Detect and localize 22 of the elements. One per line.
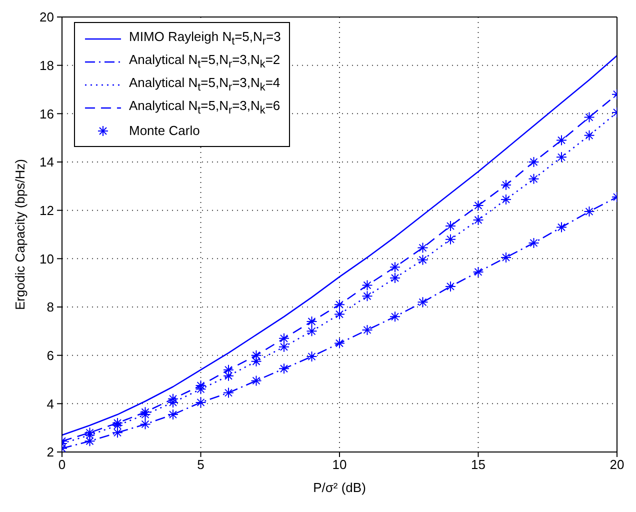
- legend-label: Monte Carlo: [129, 123, 200, 138]
- x-tick-label: 0: [58, 457, 66, 472]
- x-axis-title: P/σ² (dB): [313, 480, 366, 495]
- y-tick-label: 6: [46, 348, 54, 363]
- y-tick-label: 10: [40, 251, 54, 266]
- x-tick-label: 20: [610, 457, 624, 472]
- legend-label: Analytical N$_{t}$=5,N$_{r}$=3,N$_{k}$=2: [129, 52, 280, 71]
- legend-label: Analytical N$_{t}$=5,N$_{r}$=3,N$_{k}$=6: [129, 98, 280, 117]
- y-axis-title: Ergodic Capacity (bps/Hz): [12, 159, 28, 310]
- legend-label: MIMO Rayleigh N$_{t}$=5,N$_{r}$=3: [129, 29, 281, 48]
- y-tick-label: 4: [46, 396, 54, 412]
- y-tick-label: 2: [46, 444, 54, 460]
- y-tick-label: 18: [40, 58, 54, 73]
- x-tick-label: 5: [197, 457, 204, 472]
- y-tick-label: 16: [40, 106, 54, 122]
- x-tick-label: 10: [332, 457, 347, 472]
- y-tick-label: 14: [40, 154, 54, 170]
- y-tick-label: 12: [40, 202, 54, 218]
- legend-label: Analytical N$_{t}$=5,N$_{r}$=3,N$_{k}$=4: [129, 75, 280, 94]
- y-tick-label: 8: [46, 300, 54, 315]
- y-tick-label: 20: [40, 10, 54, 25]
- x-tick-label: 15: [471, 457, 486, 472]
